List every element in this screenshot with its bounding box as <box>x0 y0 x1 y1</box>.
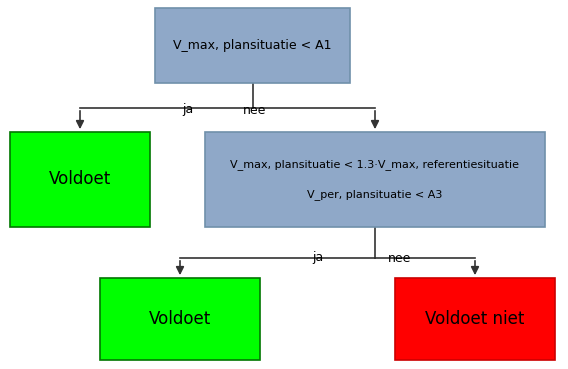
Text: nee: nee <box>389 252 412 265</box>
Text: V_max, plansituatie < A1: V_max, plansituatie < A1 <box>173 39 332 52</box>
Bar <box>100 278 260 360</box>
Bar <box>10 132 150 227</box>
Bar <box>205 132 545 227</box>
Text: Voldoet: Voldoet <box>149 310 211 328</box>
Text: Voldoet: Voldoet <box>49 170 111 189</box>
Text: Voldoet niet: Voldoet niet <box>425 310 525 328</box>
Bar <box>395 278 555 360</box>
Text: V_max, plansituatie < 1.3·V_max, referentiesituatie

V_per, plansituatie < A3: V_max, plansituatie < 1.3·V_max, referen… <box>231 159 520 200</box>
Text: ja: ja <box>182 103 194 117</box>
Text: nee: nee <box>243 103 267 117</box>
Text: ja: ja <box>312 252 324 265</box>
Bar <box>155 8 350 83</box>
